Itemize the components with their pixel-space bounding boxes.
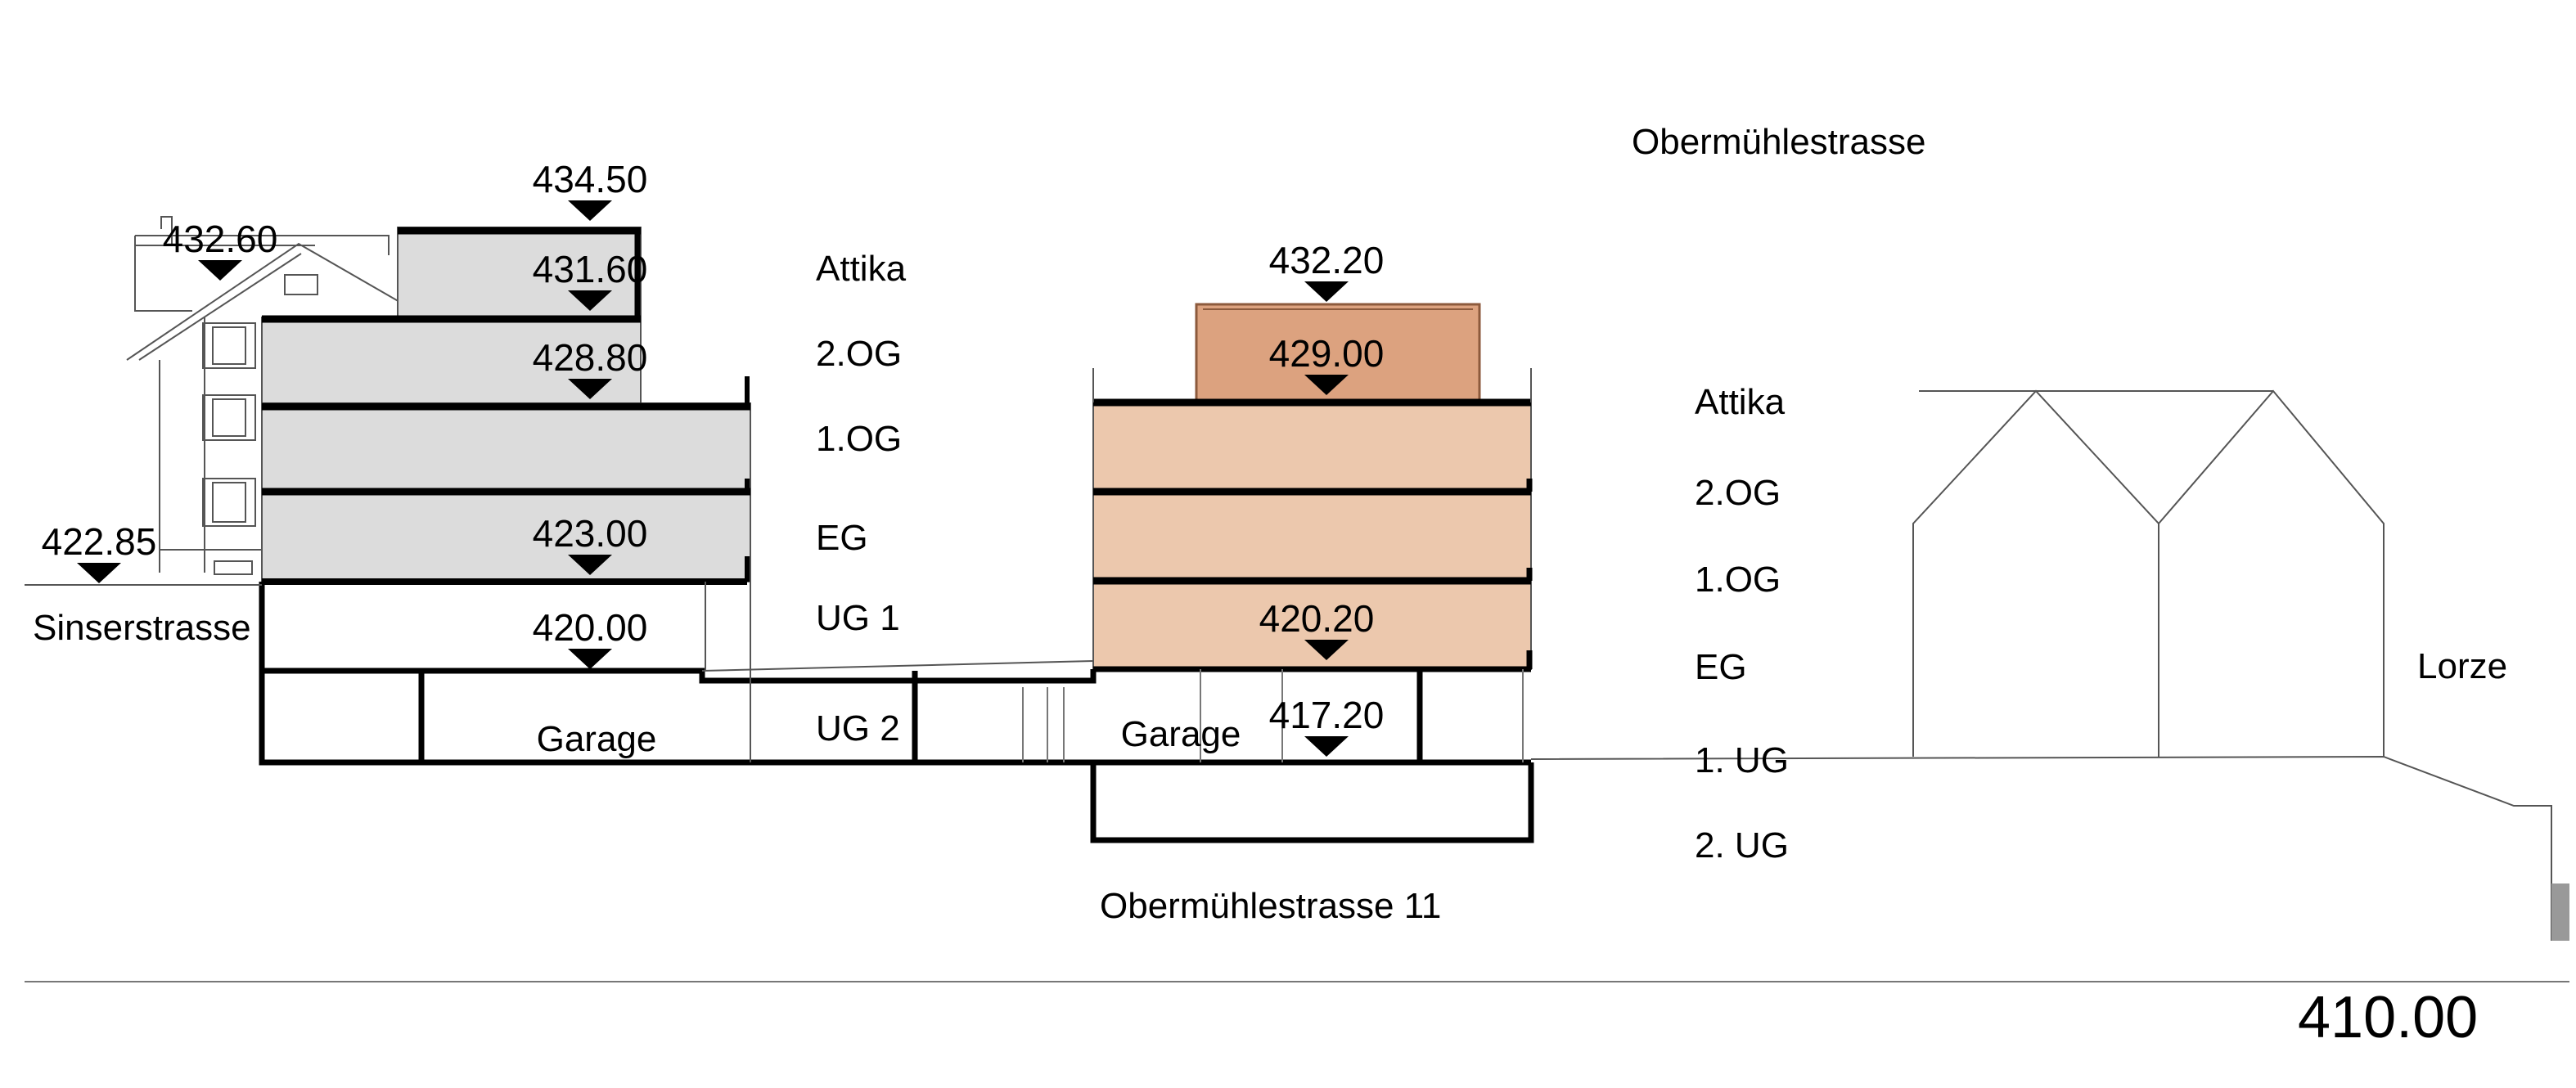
elevation-right-attika: 429.00 — [1269, 332, 1385, 375]
floor-label-right-0: Attika — [1695, 382, 1786, 422]
elevation-marker — [1304, 736, 1349, 757]
building-left — [259, 227, 1094, 766]
building-address-label: Obermühlestrasse 11 — [1100, 886, 1441, 926]
elevation-marker — [1304, 281, 1349, 302]
new-1og-volume — [1092, 491, 1532, 582]
left-eg-volume — [261, 491, 751, 582]
elevation-marker — [568, 555, 612, 575]
building-new — [915, 303, 1534, 843]
floor-label-left-3: EG — [816, 518, 868, 558]
floor-label-left-0: Attika — [816, 249, 907, 289]
floor-label-left-5: UG 2 — [816, 708, 900, 749]
elevation-marker — [568, 200, 612, 221]
elevation-left-attika: 431.60 — [533, 248, 648, 290]
elevation-left-street: 422.85 — [42, 520, 157, 563]
lorze-river-marker — [2551, 883, 2569, 941]
elevation-right-ug1: 420.20 — [1259, 597, 1375, 640]
elevation-right-garage: 417.20 — [1269, 694, 1385, 736]
street-top-label: Obermühlestrasse — [1632, 122, 1925, 162]
new-2og-volume — [1092, 400, 1532, 492]
elevation-marker — [568, 290, 612, 311]
elevation-marker — [1304, 375, 1349, 395]
datum-level-label: 410.00 — [2298, 985, 2478, 1050]
elevation-right-roof: 432.20 — [1269, 239, 1385, 281]
elevation-left-2og: 428.80 — [533, 336, 648, 379]
floor-label-right-3: EG — [1695, 647, 1747, 687]
left-1og-volume — [261, 402, 751, 492]
elevation-marker — [568, 649, 612, 669]
elevation-marker — [1304, 640, 1349, 660]
left-2og-volume — [261, 317, 642, 404]
river-label: Lorze — [2417, 646, 2507, 686]
street-left-label: Sinserstrasse — [33, 608, 251, 648]
elevation-left-roof-top: 434.50 — [533, 158, 648, 200]
elevation-left-ug1: 420.00 — [533, 606, 648, 649]
floor-label-right-5: 2. UG — [1695, 825, 1789, 865]
floor-label-left-1: 2.OG — [816, 334, 902, 374]
floor-label-right-2: 1.OG — [1695, 560, 1781, 600]
left-attika-volume — [397, 227, 642, 318]
elevation-left-eg: 423.00 — [533, 512, 648, 555]
elevation-markers — [77, 200, 1349, 757]
floor-label-right-4: 1. UG — [1695, 740, 1789, 780]
garage-label-left: Garage — [537, 719, 657, 759]
elevation-marker — [568, 379, 612, 399]
garage-label-right: Garage — [1121, 714, 1241, 754]
floor-label-left-4: UG 1 — [816, 598, 900, 638]
elevation-marker — [198, 260, 242, 281]
floor-label-right-1: 2.OG — [1695, 473, 1781, 513]
elevation-left-neighbor-ridge: 432.60 — [163, 218, 278, 260]
floor-label-left-2: 1.OG — [816, 419, 902, 459]
terrain-right — [1530, 389, 2552, 941]
neighbor-house-left — [126, 216, 402, 575]
elevation-marker — [77, 563, 121, 583]
